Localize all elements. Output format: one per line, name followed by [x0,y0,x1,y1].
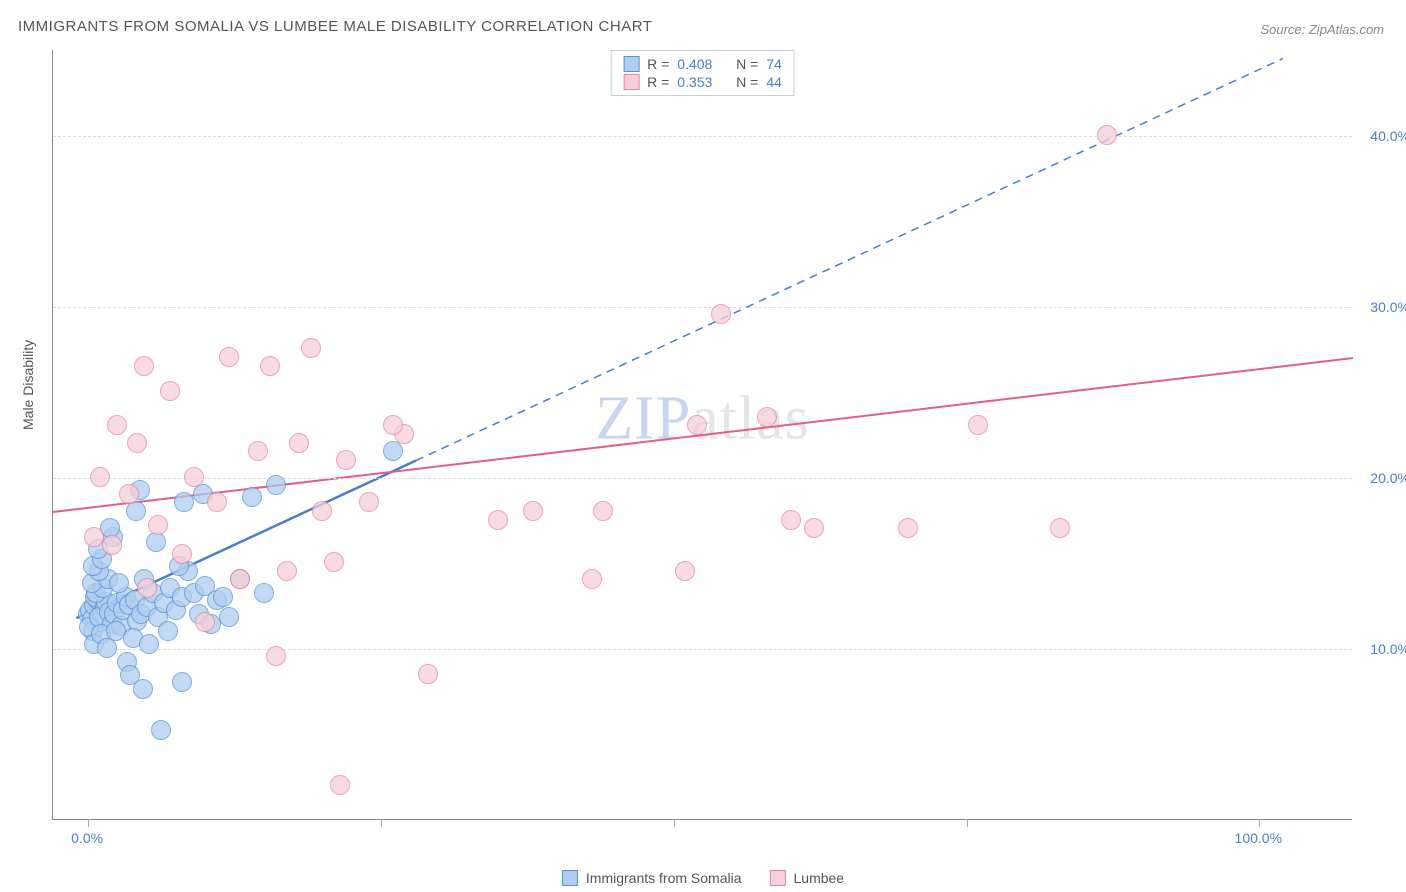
data-point [127,433,147,453]
data-point [242,487,262,507]
data-point [160,381,180,401]
data-point [230,569,250,589]
data-point [107,415,127,435]
r-value: 0.408 [677,56,712,72]
x-tick [967,819,968,827]
legend-swatch [770,870,786,886]
data-point [84,527,104,547]
x-tick-label: 100.0% [1235,830,1282,846]
data-point [120,665,140,685]
data-point [97,638,117,658]
legend-swatch [623,56,639,72]
y-axis-label: Male Disability [20,340,36,430]
y-tick-label: 10.0% [1370,641,1406,657]
data-point [968,415,988,435]
n-value: 74 [766,56,782,72]
data-point [266,646,286,666]
data-point [174,492,194,512]
data-point [119,484,139,504]
data-point [593,501,613,521]
data-point [301,338,321,358]
x-tick-label: 0.0% [71,830,103,846]
x-tick [88,819,89,827]
y-tick-label: 30.0% [1370,299,1406,315]
r-value: 0.353 [677,74,712,90]
legend-label: Immigrants from Somalia [586,870,742,886]
data-point [336,450,356,470]
n-value: 44 [766,74,782,90]
data-point [898,518,918,538]
data-point [582,569,602,589]
data-point [804,518,824,538]
legend-swatch [623,74,639,90]
chart-title: IMMIGRANTS FROM SOMALIA VS LUMBEE MALE D… [18,18,652,35]
trend-lines-layer [53,50,1353,820]
data-point [1050,518,1070,538]
data-point [109,573,129,593]
data-point [254,583,274,603]
data-point [687,415,707,435]
stats-legend-box: R = 0.408 N = 74 R = 0.353 N = 44 [610,50,795,96]
data-point [330,775,350,795]
data-point [1097,125,1117,145]
data-point [126,501,146,521]
legend-item: Immigrants from Somalia [562,870,742,886]
data-point [134,356,154,376]
gridline [53,478,1352,479]
gridline [53,136,1352,137]
gridline [53,649,1352,650]
data-point [277,561,297,581]
r-label: R = [647,74,669,90]
data-point [90,467,110,487]
n-label: N = [736,74,758,90]
r-label: R = [647,56,669,72]
data-point [213,587,233,607]
data-point [158,621,178,641]
scatter-plot: ZIPatlas R =0.408 N =74R =0.353 N =44 10… [52,50,1352,820]
data-point [148,515,168,535]
data-point [151,720,171,740]
x-tick [674,819,675,827]
data-point [383,441,403,461]
data-point [172,544,192,564]
gridline [53,307,1352,308]
data-point [289,433,309,453]
y-tick-label: 40.0% [1370,128,1406,144]
data-point [757,407,777,427]
data-point [266,475,286,495]
data-point [383,415,403,435]
legend-swatch [562,870,578,886]
stats-row: R = 0.353 N = 44 [623,73,782,91]
data-point [139,634,159,654]
x-tick [381,819,382,827]
data-point [312,501,332,521]
legend-item: Lumbee [770,870,845,886]
x-tick [1259,819,1260,827]
data-point [195,612,215,632]
data-point [172,672,192,692]
n-label: N = [736,56,758,72]
data-point [324,552,344,572]
source-attribution: Source: ZipAtlas.com [1260,22,1384,37]
data-point [102,535,122,555]
y-tick-label: 20.0% [1370,470,1406,486]
data-point [675,561,695,581]
data-point [260,356,280,376]
data-point [711,304,731,324]
data-point [219,607,239,627]
data-point [488,510,508,530]
data-point [219,347,239,367]
bottom-legend: Immigrants from Somalia Lumbee [562,870,844,886]
legend-label: Lumbee [794,870,845,886]
data-point [418,664,438,684]
data-point [137,578,157,598]
data-point [523,501,543,521]
data-point [146,532,166,552]
data-point [359,492,379,512]
stats-row: R = 0.408 N = 74 [623,55,782,73]
data-point [781,510,801,530]
data-point [248,441,268,461]
data-point [184,467,204,487]
data-point [207,492,227,512]
